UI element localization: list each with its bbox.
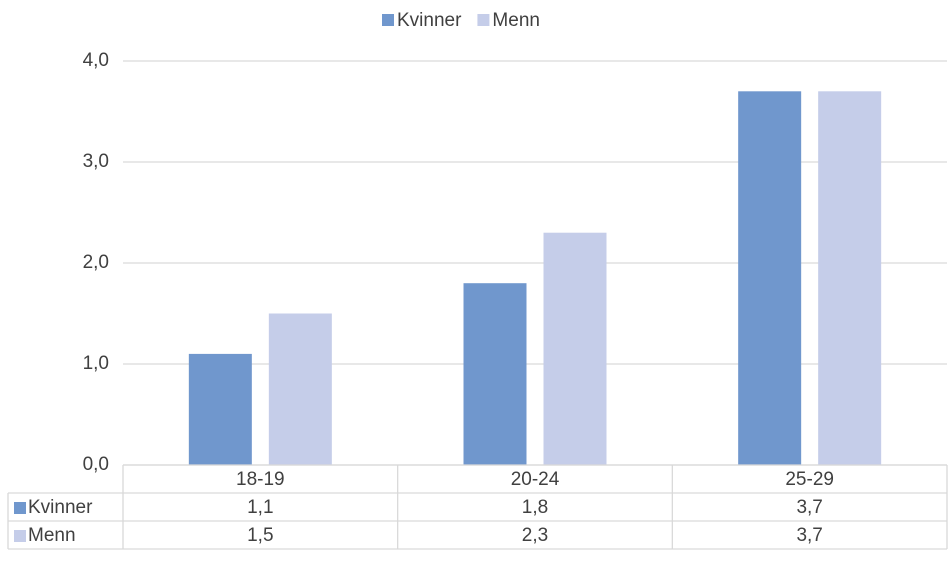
- bar: [188, 353, 252, 465]
- table-legend-swatch: [14, 502, 26, 514]
- table-value: 3,7: [796, 525, 822, 546]
- x-tick-label: 20-24: [511, 469, 560, 490]
- y-tick-label: 2,0: [83, 252, 109, 273]
- table-value: 1,5: [247, 525, 273, 546]
- legend-swatch: [477, 14, 490, 26]
- y-tick-label: 4,0: [83, 50, 109, 71]
- table-value: 1,8: [522, 497, 548, 518]
- table-value: 2,3: [522, 525, 548, 546]
- table-value: 1,1: [247, 497, 273, 518]
- y-tick-label: 0,0: [83, 454, 109, 475]
- legend-label: Menn: [492, 10, 540, 31]
- table-row-label: Menn: [28, 525, 76, 546]
- bar: [463, 283, 527, 465]
- bar: [738, 91, 802, 466]
- bar: [818, 91, 882, 466]
- table-row-label: Kvinner: [28, 497, 93, 518]
- x-tick-label: 25-29: [785, 469, 834, 490]
- table-legend-swatch: [14, 530, 26, 542]
- bar: [268, 313, 332, 465]
- x-tick-label: 18-19: [236, 469, 285, 490]
- legend-swatch: [382, 14, 394, 26]
- table-value: 3,7: [796, 497, 822, 518]
- legend-label: Kvinner: [397, 10, 462, 31]
- y-tick-label: 3,0: [83, 151, 109, 172]
- y-tick-label: 1,0: [83, 353, 109, 374]
- bar: [543, 232, 607, 465]
